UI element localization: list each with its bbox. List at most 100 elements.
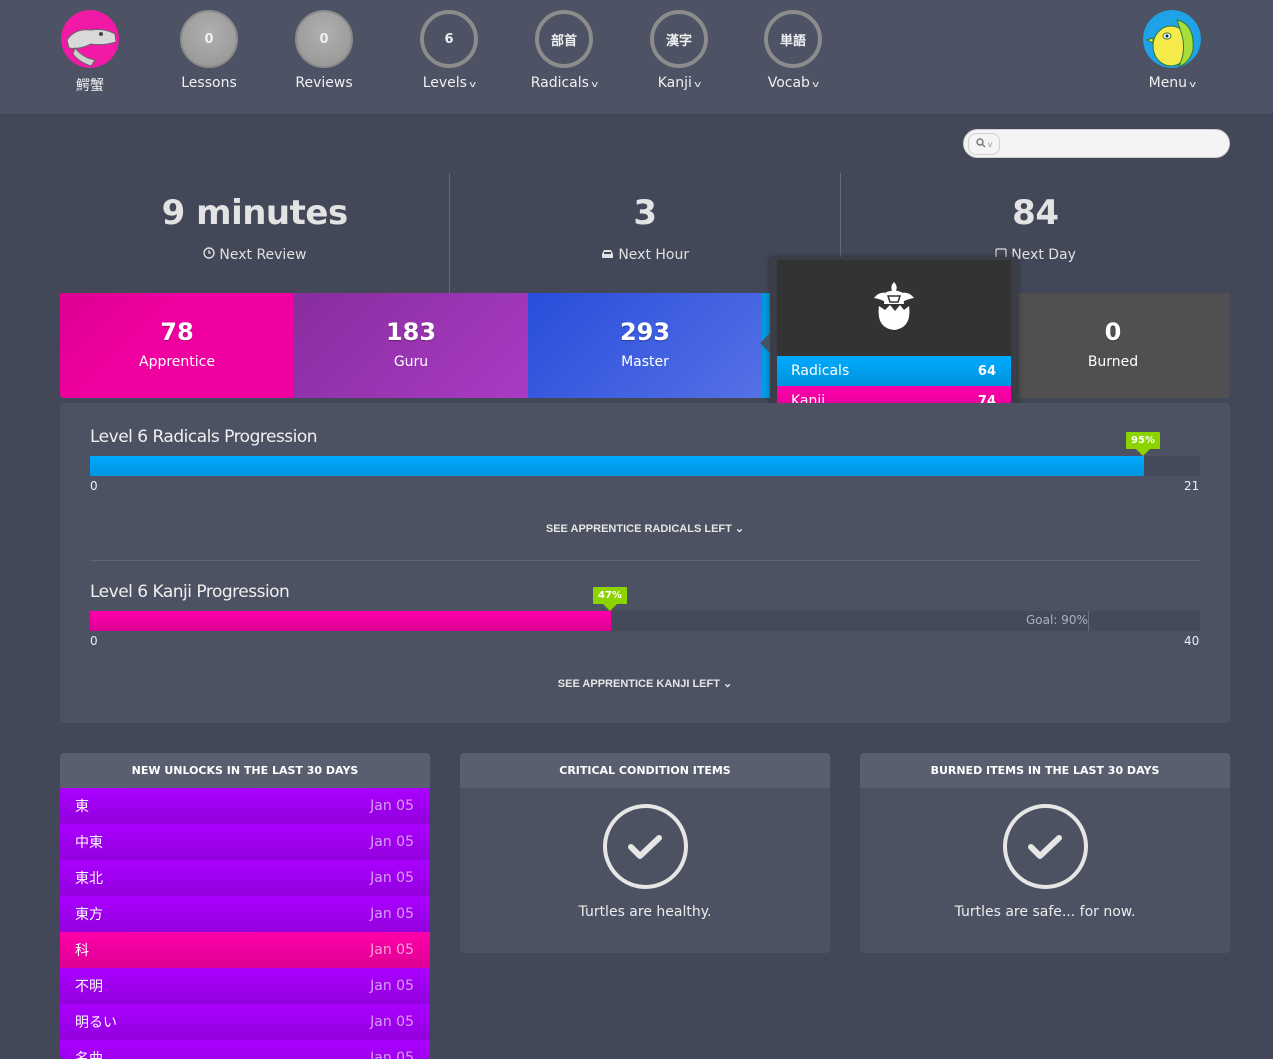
forecast-value: 9 minutes	[161, 193, 349, 233]
nav-levels[interactable]: 6 Levels v	[404, 10, 494, 91]
nav-kanji[interactable]: 漢字 Kanji v	[634, 10, 724, 91]
list-item[interactable]: 東方 Jan 05	[60, 896, 430, 932]
srs-count: 0	[1104, 318, 1122, 346]
empty-message: Turtles are safe... for now.	[954, 904, 1136, 920]
lessons-label: Lessons	[181, 75, 237, 91]
radicals-percent-badge: 95%	[1126, 432, 1160, 456]
list-item[interactable]: 不明 Jan 05	[60, 968, 430, 1004]
kanji-progress-fill	[90, 611, 611, 631]
user-name: 鰐蟹	[76, 78, 104, 94]
critical-items-card: CRITICAL CONDITION ITEMS Turtles are hea…	[460, 753, 830, 953]
hatching-turtle-icon	[870, 280, 918, 336]
item-text: 明るい	[75, 1015, 117, 1031]
nav-menu[interactable]: Menu v	[1127, 10, 1217, 91]
kanji-percent-badge: 47%	[593, 587, 627, 611]
chevron-down-icon: v	[469, 80, 477, 90]
tooltip-row-radicals: Radicals 64	[777, 356, 1011, 386]
srs-label: Burned	[1087, 354, 1139, 370]
item-text: 名曲	[75, 1051, 103, 1059]
clock-icon	[203, 247, 219, 263]
forecast-next-review: 9 minutes Next Review	[60, 173, 449, 293]
search-input[interactable]	[1004, 133, 1224, 155]
srs-label: Apprentice	[139, 354, 215, 370]
card-title: NEW UNLOCKS IN THE LAST 30 DAYS	[60, 753, 430, 788]
item-date: Jan 05	[370, 870, 414, 886]
forecast-label: Next Day	[1011, 247, 1076, 263]
goal-label: Goal: 90%	[1026, 613, 1088, 627]
forecast-label: Next Hour	[618, 247, 690, 263]
list-item[interactable]: 明るい Jan 05	[60, 1004, 430, 1040]
chevron-down-icon: ⌄	[734, 523, 745, 535]
nav-vocab[interactable]: 単語 Vocab v	[748, 10, 838, 91]
kanji-min: 0	[90, 634, 98, 648]
forecast-label: Next Review	[219, 247, 307, 263]
item-date: Jan 05	[370, 1050, 414, 1059]
new-unlocks-card: NEW UNLOCKS IN THE LAST 30 DAYS 東 Jan 05 …	[60, 753, 430, 1059]
nav-lessons[interactable]: 0 Lessons	[164, 10, 254, 91]
reviews-label: Reviews	[295, 75, 353, 91]
tooltip-arrow	[760, 333, 770, 353]
nav-radicals[interactable]: 部首 Radicals v	[519, 10, 609, 91]
nav-reviews[interactable]: 0 Reviews	[279, 10, 369, 91]
see-apprentice-radicals-link[interactable]: SEE APPRENTICE RADICALS LEFT ⌄	[60, 522, 1230, 535]
chevron-down-icon: v	[694, 80, 702, 90]
level-progress-panel: Level 6 Radicals Progression 95% 0 21 SE…	[60, 403, 1230, 723]
kanji-max: 40	[1184, 634, 1200, 648]
radicals-min: 0	[90, 479, 98, 493]
srs-distribution: 78 Apprentice 183 Guru 293 Master Enligh…	[60, 293, 1230, 398]
goal-marker	[1088, 611, 1089, 631]
item-text: 科	[75, 943, 89, 959]
link-label: SEE APPRENTICE RADICALS LEFT	[545, 523, 732, 535]
chevron-down-icon: v	[1189, 80, 1197, 90]
radicals-progress-fill	[90, 456, 1144, 476]
tooltip-header	[777, 260, 1011, 356]
chevron-down-icon: v	[812, 80, 820, 90]
user-avatar	[61, 10, 119, 68]
list-item[interactable]: 東北 Jan 05	[60, 860, 430, 896]
item-text: 東方	[75, 907, 103, 923]
item-text: 中東	[75, 835, 103, 851]
review-forecast: 9 minutes Next Review 3 Next Hour 84 Nex…	[60, 173, 1230, 293]
chevron-down-icon: v	[591, 80, 599, 90]
list-item[interactable]: 東 Jan 05	[60, 788, 430, 824]
item-date: Jan 05	[370, 906, 414, 922]
forecast-value: 3	[633, 193, 657, 233]
card-title: CRITICAL CONDITION ITEMS	[460, 753, 830, 788]
item-date: Jan 05	[370, 798, 414, 814]
search-dropdown-button[interactable]: v	[968, 133, 1000, 155]
radicals-glyph: 部首	[535, 10, 593, 68]
srs-count: 183	[385, 318, 437, 346]
srs-guru[interactable]: 183 Guru	[294, 293, 528, 398]
kanji-glyph: 漢字	[650, 10, 708, 68]
list-item[interactable]: 名曲 Jan 05	[60, 1040, 430, 1059]
list-item[interactable]: 中東 Jan 05	[60, 824, 430, 860]
item-text: 不明	[75, 979, 103, 995]
srs-apprentice[interactable]: 78 Apprentice	[60, 293, 294, 398]
srs-count: 78	[160, 318, 194, 346]
radicals-progress-bar	[90, 456, 1200, 476]
radicals-progress-title: Level 6 Radicals Progression	[90, 427, 318, 447]
item-text: 東北	[75, 871, 103, 887]
srs-master[interactable]: 293 Master	[528, 293, 762, 398]
search-bar: v	[963, 129, 1230, 158]
kanji-progress-title: Level 6 Kanji Progression	[90, 582, 290, 602]
chevron-down-icon: v	[987, 139, 993, 149]
reviews-count: 0	[295, 10, 353, 68]
radicals-label: Radicals	[530, 75, 589, 91]
srs-label: Master	[621, 354, 669, 370]
srs-label: Guru	[393, 354, 429, 370]
see-apprentice-kanji-link[interactable]: SEE APPRENTICE KANJI LEFT ⌄	[60, 677, 1230, 690]
nav-user-profile[interactable]: 鰐蟹	[45, 10, 135, 95]
forecast-next-day: 84 Next Day	[839, 173, 1230, 293]
list-item[interactable]: 科 Jan 05	[60, 932, 430, 968]
vocab-label: Vocab	[767, 75, 810, 91]
menu-avatar	[1143, 10, 1201, 68]
srs-burned[interactable]: 0 Burned	[996, 293, 1230, 398]
kanji-label: Kanji	[657, 75, 692, 91]
tooltip-row-label: Radicals	[791, 363, 850, 379]
burned-items-card: BURNED ITEMS IN THE LAST 30 DAYS Turtles…	[860, 753, 1230, 953]
card-title: BURNED ITEMS IN THE LAST 30 DAYS	[860, 753, 1230, 788]
divider	[90, 560, 1200, 561]
item-date: Jan 05	[370, 978, 414, 994]
chevron-down-icon: ⌄	[723, 678, 733, 690]
